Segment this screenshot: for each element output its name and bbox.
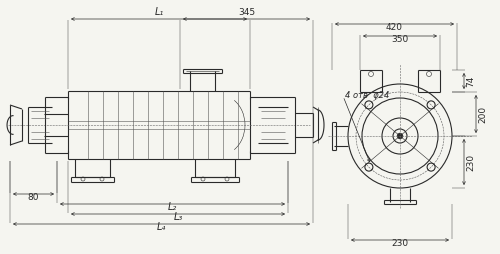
Text: 74: 74 <box>466 75 475 87</box>
Text: L₂: L₂ <box>168 202 177 212</box>
Circle shape <box>397 133 403 139</box>
Text: 230: 230 <box>466 153 475 171</box>
Text: 200: 200 <box>478 105 487 123</box>
Text: 350: 350 <box>392 35 408 44</box>
Text: L₃: L₃ <box>174 212 182 222</box>
Text: 4 отв  φ24: 4 отв φ24 <box>345 91 390 101</box>
Text: 80: 80 <box>28 193 39 202</box>
Text: 420: 420 <box>386 23 403 32</box>
Text: L₄: L₄ <box>157 222 166 232</box>
Text: L₁: L₁ <box>154 7 164 17</box>
Text: 345: 345 <box>238 8 255 17</box>
Text: 230: 230 <box>392 239 408 248</box>
